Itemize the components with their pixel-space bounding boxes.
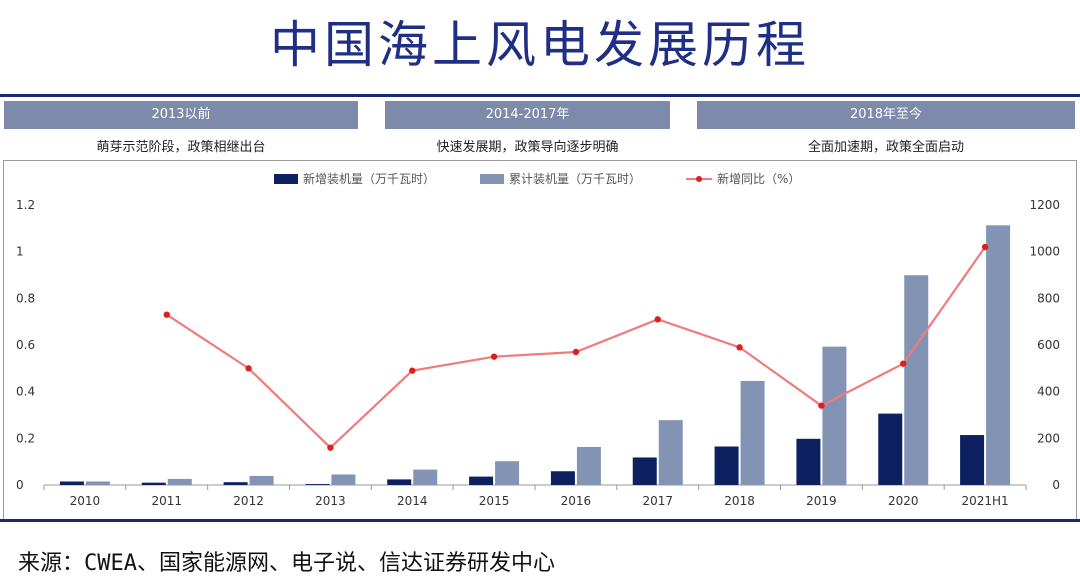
bar-cumulative-installed [167,478,192,485]
bar-cumulative-installed [331,474,356,485]
bar-cumulative-installed [986,225,1011,486]
phase-desc-2: 快速发展期，政策导向逐步明确 [436,140,619,155]
bar-cumulative-installed [85,481,110,485]
right-axis-tick-label: 800 [1037,291,1060,305]
phase-label-2: 2014-2017年 [385,101,670,129]
x-axis-tick-label: 2019 [806,494,837,508]
bar-new-installed [387,479,412,485]
bar-new-installed [469,476,494,485]
bar-new-installed [223,482,248,485]
bar-cumulative-installed [658,420,683,485]
left-axis-tick-label: 1 [16,245,24,259]
bar-cumulative-installed [249,475,274,485]
x-axis-tick-label: 2021H1 [961,494,1008,508]
legend-label-yoy: 新增同比（%） [717,171,800,186]
line-point-yoy [981,243,989,251]
line-point-yoy [572,348,580,356]
bar-cumulative-installed [822,346,847,485]
legend-swatch-cumulative [480,174,504,184]
bar-cumulative-installed [904,275,929,485]
x-axis-tick-label: 2016 [561,494,592,508]
right-axis-tick-label: 0 [1052,478,1060,492]
line-point-yoy [490,353,498,360]
line-point-yoy [654,316,661,323]
bar-cumulative-installed [740,380,765,485]
left-axis-tick-label: 0.6 [16,338,35,352]
x-axis-tick-label: 2017 [642,494,673,508]
bar-new-installed [550,471,575,485]
source-note: 来源：CWEA、国家能源网、电子说、信达证券研发中心 [18,551,555,576]
phase-label-1: 2013以前 [4,101,358,129]
bar-cumulative-installed [576,446,601,485]
bar-new-installed [141,482,166,485]
bar-cumulative-installed [413,469,438,485]
bar-new-installed [632,457,657,485]
left-axis-tick-label: 0 [16,478,24,492]
right-axis-tick-label: 1200 [1029,198,1060,212]
bar-new-installed [796,438,821,485]
left-axis-tick-label: 1.2 [16,198,35,212]
bar-new-installed [305,484,330,485]
phase-desc-3: 全面加速期，政策全面启动 [807,140,964,155]
bar-new-installed [714,446,739,485]
line-point-yoy [818,402,825,409]
phase-desc-1: 萌芽示范阶段，政策相继出台 [96,140,266,155]
line-point-yoy [900,360,907,367]
right-axis-tick-label: 600 [1037,338,1060,352]
x-axis-tick-label: 2012 [233,494,264,508]
legend-swatch-yoy-marker [696,176,702,182]
bottom-divider [0,519,1080,522]
legend-label-cumulative: 累计装机量（万千瓦时） [509,172,641,186]
x-axis-tick-label: 2010 [70,494,101,508]
x-axis-tick-label: 2015 [479,494,510,508]
chart-frame [3,160,1077,520]
x-axis-tick-label: 2014 [397,494,428,508]
left-axis-tick-label: 0.2 [16,431,35,445]
x-axis-tick-label: 2018 [724,494,755,508]
left-axis-tick-label: 0.8 [16,291,35,305]
x-axis-tick-label: 2013 [315,494,346,508]
top-divider [0,94,1080,97]
bar-new-installed [960,435,985,485]
right-axis-tick-label: 1000 [1029,245,1060,259]
line-point-yoy [245,365,252,372]
left-axis-tick-label: 0.4 [16,385,35,399]
bar-new-installed [878,413,903,485]
phase-label-3: 2018年至今 [697,101,1075,129]
line-point-yoy [163,311,170,318]
bar-cumulative-installed [495,461,520,485]
line-point-yoy [327,444,334,451]
line-point-yoy [736,344,743,351]
page-title: 中国海上风电发展历程 [270,16,810,74]
right-axis-tick-label: 400 [1037,385,1060,399]
x-axis-tick-label: 2011 [151,494,182,508]
x-axis-tick-label: 2020 [888,494,919,508]
line-point-yoy [409,367,416,374]
legend-swatch-new [274,174,298,184]
right-axis-tick-label: 200 [1037,431,1060,445]
legend-label-new: 新增装机量（万千瓦时） [303,171,435,186]
series-line-yoy [166,246,986,450]
bar-new-installed [59,481,84,485]
